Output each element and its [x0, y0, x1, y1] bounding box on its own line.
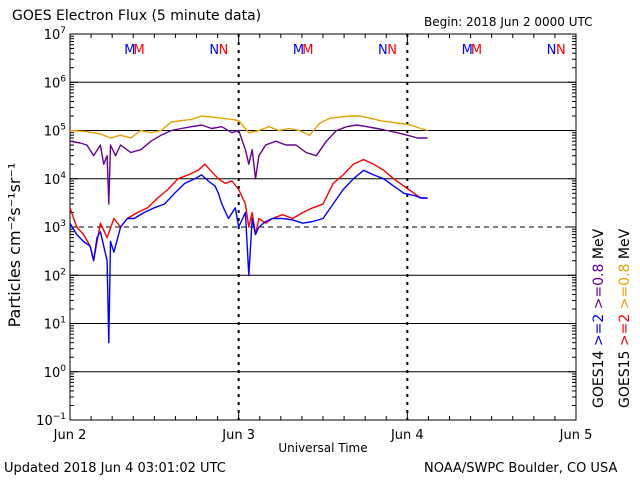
- y-tick-label: 106: [44, 74, 67, 91]
- satellite-marker: N: [209, 43, 219, 58]
- satellite-marker: M: [302, 43, 313, 58]
- legend-entry: >=0.8: [591, 264, 607, 314]
- x-tick-label: Jun 2: [53, 428, 87, 443]
- satellite-marker: M: [134, 43, 145, 58]
- legend-entry: >=0.8: [617, 264, 633, 314]
- satellite-marker: N: [378, 43, 388, 58]
- source-credit: NOAA/SWPC Boulder, CO USA: [424, 461, 618, 476]
- x-tick-label: Jun 3: [221, 428, 255, 443]
- satellite-marker: M: [293, 43, 304, 58]
- satellite-marker: N: [556, 43, 566, 58]
- series-line: [69, 115, 428, 139]
- satellite-marker: N: [547, 43, 557, 58]
- series-line: [69, 169, 428, 344]
- y-tick-label: 104: [44, 171, 67, 188]
- legend-entry: MeV: [591, 228, 607, 263]
- updated-time: Updated 2018 Jun 4 03:01:02 UTC: [4, 461, 226, 476]
- legend-entry: GOES14: [591, 350, 607, 408]
- legend-entry: >=2: [591, 314, 607, 351]
- chart-title: GOES Electron Flux (5 minute data): [12, 8, 262, 24]
- legend-entry: GOES15: [617, 351, 633, 408]
- begin-time: Begin: 2018 Jun 2 0000 UTC: [424, 15, 593, 29]
- legend-entry: MeV: [617, 228, 633, 263]
- satellite-marker: M: [471, 43, 482, 58]
- series-line: [69, 124, 428, 205]
- y-tick-label: 101: [44, 316, 66, 333]
- satellite-marker: N: [387, 43, 397, 58]
- y-axis-label: Particles cm⁻²s⁻¹sr⁻¹: [5, 163, 24, 328]
- satellite-marker: M: [462, 43, 473, 58]
- series-line: [69, 158, 428, 262]
- y-tick-label: 102: [44, 267, 66, 284]
- y-tick-label: 103: [44, 219, 66, 236]
- y-tick-label: 100: [44, 364, 67, 381]
- satellite-marker: N: [219, 43, 229, 58]
- satellite-marker: M: [124, 43, 135, 58]
- x-axis-label: Universal Time: [278, 441, 367, 455]
- y-tick-label: 10−1: [36, 412, 66, 429]
- y-tick-label: 107: [44, 26, 66, 43]
- legend-entry: >=2: [617, 314, 633, 351]
- x-tick-label: Jun 4: [390, 428, 424, 443]
- legend-goes15: GOES15 >=2 >=0.8 MeV: [617, 228, 633, 408]
- x-tick-label: Jun 5: [559, 428, 593, 443]
- y-tick-label: 105: [44, 123, 66, 140]
- legend-goes14: GOES14 >=2 >=0.8 MeV: [591, 228, 607, 408]
